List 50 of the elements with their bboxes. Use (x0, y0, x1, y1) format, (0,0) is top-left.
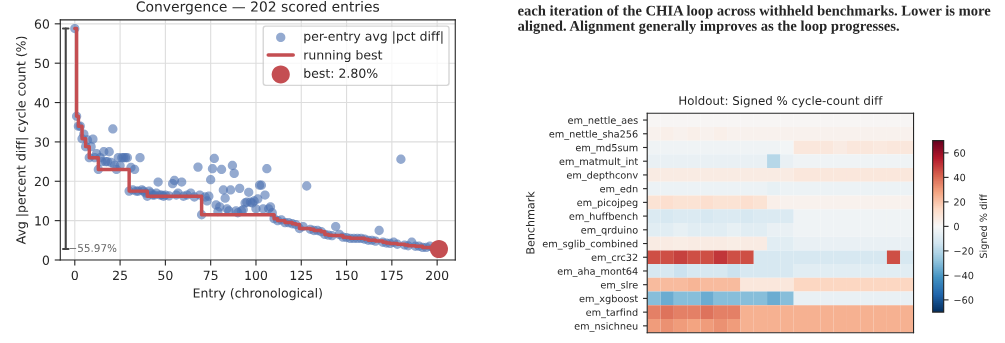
x-tick-label: 200 (426, 270, 449, 281)
x-tick-label: 150 (336, 270, 358, 281)
y-tick-label: 20 (34, 176, 50, 187)
color-bar-label: 40 (953, 173, 966, 182)
y-axis-title: Benchmark (525, 191, 535, 254)
annotation: −55.97% (69, 244, 117, 252)
y-tick-label: em_picojpeg (577, 198, 638, 209)
x-tick-label: 175 (381, 270, 403, 281)
y-axis-title: Avg |percent diff| cycle count (%) (15, 36, 29, 245)
x-tick-label: 100 (245, 270, 268, 281)
x-tick-label: 75 (203, 270, 218, 281)
y-tick-label: em_sglib_combined (542, 239, 638, 250)
color-bar-label: −40 (954, 271, 974, 280)
x-tick-label: 125 (290, 270, 313, 281)
y-tick-label: 30 (34, 137, 50, 147)
x-tick-label: 50 (158, 270, 173, 281)
y-tick-label: em_aha_mont64 (557, 267, 638, 277)
color-bar-label: 20 (954, 198, 966, 206)
y-tick-label: 0 (42, 255, 50, 265)
legend-label: per-entry avg |pct diff| (304, 31, 443, 44)
x-axis-title: Entry (chronological) (193, 288, 322, 301)
y-tick-label: em_matmult_int (559, 157, 638, 168)
color-bar-label: −60 (954, 296, 974, 304)
y-tick-label: em_depthconv (566, 171, 638, 181)
chart-title: Convergence — 202 scored entries (136, 1, 380, 15)
y-tick-label: 10 (35, 216, 50, 226)
x-tick-label: 0 (71, 270, 78, 281)
y-tick-label: em_slre (600, 281, 638, 291)
color-bar-label: 0 (954, 222, 959, 231)
color-bar-label: 60 (954, 149, 966, 157)
y-tick-label: 40 (34, 98, 50, 108)
y-tick-label: em_nettle_sha256 (549, 130, 638, 140)
color-bar-title: Signed % diff (979, 193, 989, 258)
x-tick-label: 25 (113, 270, 127, 281)
y-tick-label: em_tarfind (586, 308, 638, 319)
legend-label: running best (304, 49, 383, 62)
y-tick-label: em_xgboost (579, 294, 638, 305)
legend-label: best: 2.80% (304, 68, 378, 78)
y-tick-label: em_nsichneu (574, 322, 638, 332)
y-tick-label: em_qrduino (581, 226, 638, 236)
chart-title: Holdout: Signed % cycle-count diff (679, 95, 883, 108)
y-tick-label: em_md5sum (575, 143, 638, 154)
y-tick-label: 50 (34, 58, 50, 69)
y-tick-label: em_huffbench (569, 212, 638, 223)
y-tick-label: em_edn (600, 184, 638, 195)
y-tick-label: 60 (34, 19, 50, 29)
text: each iteration of the CHIA loop across withheld benchmarks. Lower is more aligned. Alignment generally improves as the loop progresses. (518, 5, 991, 34)
y-tick-label: em_nettle_aes (568, 116, 638, 127)
y-tick-label: em_crc32 (591, 253, 638, 264)
color-bar-label: −20 (954, 247, 974, 255)
